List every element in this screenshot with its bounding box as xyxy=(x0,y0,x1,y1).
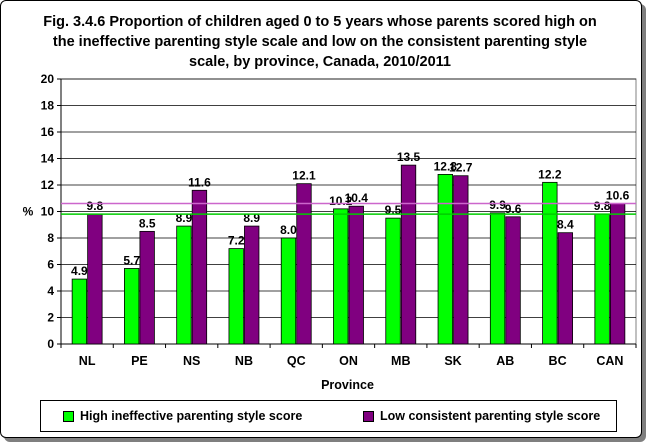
bar-series-1-NS xyxy=(176,225,192,345)
bar-series-1-CAN xyxy=(594,213,610,345)
bar-series-1-AB xyxy=(489,212,506,345)
x-tick-label-BC: BC xyxy=(549,354,567,368)
data-label-series-2-NS: 11.6 xyxy=(188,175,211,189)
data-label-series-1-AB: 9.9 xyxy=(489,198,506,212)
x-tick-label-QC: QC xyxy=(287,354,306,368)
bar-series-2-MB xyxy=(400,164,417,345)
bar-series-1-BC xyxy=(542,181,558,345)
bar-series-2-QC xyxy=(296,183,312,345)
bar-series-1-SK xyxy=(437,173,453,345)
data-label-series-1-SK: 12.8 xyxy=(434,159,458,173)
legend-swatch-series-2 xyxy=(363,410,374,422)
bar-series-2-SK xyxy=(453,175,469,345)
legend-item-series-1: High ineffective parenting style score xyxy=(63,409,302,423)
bar-series-2-NB xyxy=(244,225,260,345)
x-tick-label-NS: NS xyxy=(183,354,200,368)
x-tick-label-NB: NB xyxy=(235,354,253,368)
bar-series-2-BC xyxy=(557,232,573,345)
y-axis-label: % xyxy=(23,205,34,219)
bar-series-2-ON xyxy=(348,205,364,345)
data-label-series-2-NB: 8.9 xyxy=(243,211,260,225)
y-tick-label: 4 xyxy=(47,284,54,298)
y-tick-label: 0 xyxy=(47,337,54,351)
bar-series-1-NL xyxy=(71,278,88,345)
data-label-series-2-SK: 12.7 xyxy=(449,161,473,175)
data-label-series-2-NL: 9.8 xyxy=(87,199,104,213)
x-tick-label-NL: NL xyxy=(79,354,96,368)
y-tick-label: 8 xyxy=(47,231,54,245)
data-label-series-1-NB: 7.2 xyxy=(228,234,245,248)
bar-series-2-AB xyxy=(505,216,521,345)
bar-series-1-ON xyxy=(333,208,349,345)
x-tick-label-SK: SK xyxy=(444,354,461,368)
y-tick-label: 10 xyxy=(41,205,55,219)
x-axis-label: Province xyxy=(321,378,374,392)
bar-series-2-CAN xyxy=(609,203,626,345)
y-tick-label: 18 xyxy=(41,99,55,113)
y-tick-label: 20 xyxy=(41,72,55,86)
data-label-series-1-CAN: 9.8 xyxy=(594,199,611,213)
x-tick-label-AB: AB xyxy=(496,354,514,368)
data-label-series-1-BC: 12.2 xyxy=(538,167,562,181)
data-label-series-1-MB: 9.5 xyxy=(385,203,402,217)
data-label-series-1-NL: 4.9 xyxy=(71,264,88,278)
bar-series-2-NL xyxy=(87,213,103,345)
y-tick-label: 14 xyxy=(41,152,55,166)
y-tick-label: 2 xyxy=(47,311,54,325)
y-tick-label: 12 xyxy=(41,178,55,192)
legend-label-series-2: Low consistent parenting style score xyxy=(380,409,601,423)
bar-series-1-QC xyxy=(280,237,297,345)
data-label-series-1-PE: 5.7 xyxy=(123,253,140,267)
legend-swatch-series-1 xyxy=(63,410,74,422)
data-label-series-2-ON: 10.4 xyxy=(345,191,369,205)
legend-label-series-1: High ineffective parenting style score xyxy=(80,409,303,423)
data-label-series-2-CAN: 10.6 xyxy=(606,189,630,203)
x-tick-label-CAN: CAN xyxy=(596,354,623,368)
chart-title: Fig. 3.4.6 Proportion of children aged 0… xyxy=(43,14,597,70)
x-tick-label-PE: PE xyxy=(131,354,148,368)
data-label-series-2-MB: 13.5 xyxy=(397,150,421,164)
bar-series-2-PE xyxy=(139,230,155,345)
x-tick-label-MB: MB xyxy=(391,354,410,368)
bar-series-1-PE xyxy=(124,268,140,345)
data-label-series-1-NS: 8.9 xyxy=(176,211,193,225)
data-label-series-2-AB: 9.6 xyxy=(505,202,522,216)
legend: High ineffective parenting style score L… xyxy=(40,400,617,432)
data-label-series-2-QC: 12.1 xyxy=(292,169,316,183)
x-tick-label-ON: ON xyxy=(339,354,358,368)
y-tick-label: 16 xyxy=(41,125,55,139)
bar-series-1-MB xyxy=(385,217,401,345)
y-tick-label: 6 xyxy=(47,258,54,272)
data-label-series-1-ON: 10.2 xyxy=(329,194,353,208)
data-label-series-2-PE: 8.5 xyxy=(139,216,156,230)
bar-series-1-NB xyxy=(228,248,244,345)
bar-series-2-NS xyxy=(191,189,208,345)
data-label-series-2-BC: 8.4 xyxy=(557,218,574,232)
legend-item-series-2: Low consistent parenting style score xyxy=(363,409,600,423)
data-label-series-1-QC: 8.0 xyxy=(280,223,297,237)
